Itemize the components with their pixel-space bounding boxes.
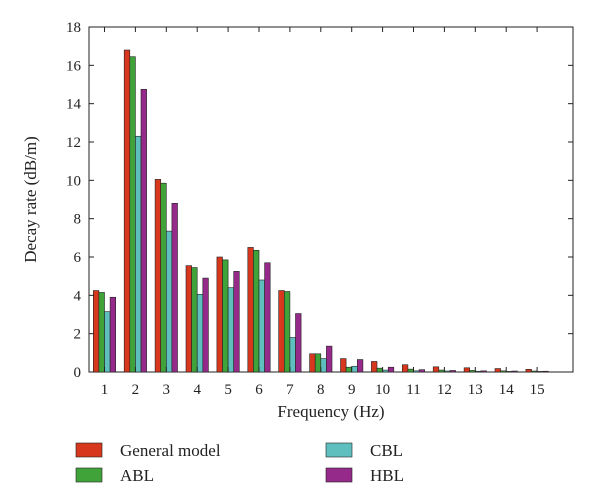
legend: General model CBL ABL HBL [75,441,404,485]
legend-swatch-hbl [325,467,353,483]
bar-abl-15 [531,370,538,373]
bar-general-model-5 [216,256,223,373]
bar-cbl-15 [536,371,543,373]
bar-cbl-1 [104,311,111,373]
bar-cbl-10 [382,369,389,373]
x-tick-label: 2 [132,382,140,398]
bar-abl-9 [345,366,353,373]
bar-general-model-11 [401,364,409,373]
bar-hbl-1 [109,296,116,373]
bar-cbl-14 [505,371,513,373]
bar-hbl-3 [171,203,178,373]
bar-general-model-3 [154,179,162,373]
y-tick-label: 14 [66,97,82,113]
x-axis-title: Frequency (Hz) [277,402,384,421]
x-tick-label: 11 [406,382,420,398]
bar-abl-8 [314,353,322,373]
legend-swatch-general-model [75,442,103,458]
y-tick-label: 4 [74,288,82,304]
bar-hbl-11 [418,369,426,373]
x-tick-label: 4 [193,382,201,398]
bar-hbl-4 [202,277,209,373]
bar-abl-12 [438,369,445,373]
bar-general-model-15 [525,369,532,373]
y-tick-label: 6 [74,250,82,266]
bar-cbl-6 [258,279,265,373]
bar-cbl-2 [135,135,142,373]
bar-hbl-9 [356,359,364,373]
bar-abl-5 [222,259,229,373]
bar-hbl-13 [480,370,487,373]
bar-cbl-12 [444,370,451,373]
bar-cbl-13 [474,370,482,373]
bar-abl-13 [469,370,476,373]
bar-abl-7 [283,291,291,373]
x-tick-label: 6 [255,382,263,398]
y-tick-label: 10 [66,173,81,189]
bar-hbl-2 [140,88,147,373]
y-tick-label: 8 [74,212,82,228]
bar-abl-14 [500,370,507,373]
x-tick-label: 13 [468,382,483,398]
bar-abl-10 [376,367,383,373]
x-tick-label: 7 [286,382,294,398]
legend-swatch-cbl [325,442,353,458]
bar-hbl-6 [264,262,271,373]
bar-general-model-4 [185,265,192,373]
y-tick-label: 12 [66,135,81,151]
y-tick-label: 18 [66,20,81,36]
bar-general-model-14 [494,368,501,373]
bar-general-model-9 [340,358,347,373]
bar-general-model-13 [463,367,471,373]
bar-hbl-7 [295,313,302,373]
bar-general-model-6 [247,247,254,373]
bar-general-model-8 [309,353,316,373]
bar-hbl-5 [233,271,240,373]
bar-cbl-9 [351,365,358,373]
legend-label: CBL [370,441,403,460]
y-axis-title: Decay rate (dB/m) [21,136,40,263]
bar-general-model-10 [371,361,378,373]
x-tick-label: 10 [375,382,390,398]
bar-abl-4 [191,267,198,373]
x-tick-label: 9 [348,382,356,398]
y-tick-label: 2 [74,327,82,343]
x-tick-label: 12 [437,382,452,398]
legend-swatch-abl [75,467,103,483]
x-tick-label: 15 [530,382,545,398]
bar-abl-1 [98,292,105,373]
bar-hbl-8 [326,345,333,373]
bar-hbl-12 [449,370,456,373]
bar-cbl-8 [320,358,327,373]
x-tick-label: 14 [499,382,515,398]
x-tick-label: 3 [163,382,171,398]
y-tick-label: 16 [66,58,82,74]
bar-cbl-3 [166,230,173,373]
bar-general-model-1 [93,290,100,373]
bar-hbl-15 [542,370,549,373]
bar-cbl-4 [196,294,204,373]
legend-label: HBL [370,466,404,485]
bar-cbl-5 [227,287,235,373]
bar-general-model-2 [123,49,131,373]
y-tick-label: 0 [74,365,82,381]
bar-general-model-12 [432,366,440,373]
bar-abl-3 [160,182,167,373]
x-tick-label: 8 [317,382,325,398]
bar-hbl-14 [511,370,518,373]
legend-label: General model [120,441,221,460]
bar-abl-11 [407,368,414,373]
bars-group [93,49,549,373]
bar-cbl-11 [413,370,420,373]
bar-general-model-7 [278,290,285,373]
bar-hbl-10 [387,366,395,373]
bar-abl-6 [253,249,260,373]
legend-label: ABL [120,466,154,485]
x-tick-label: 1 [101,382,109,398]
bar-abl-2 [129,56,136,373]
bar-cbl-7 [289,337,296,373]
x-tick-label: 5 [224,382,232,398]
